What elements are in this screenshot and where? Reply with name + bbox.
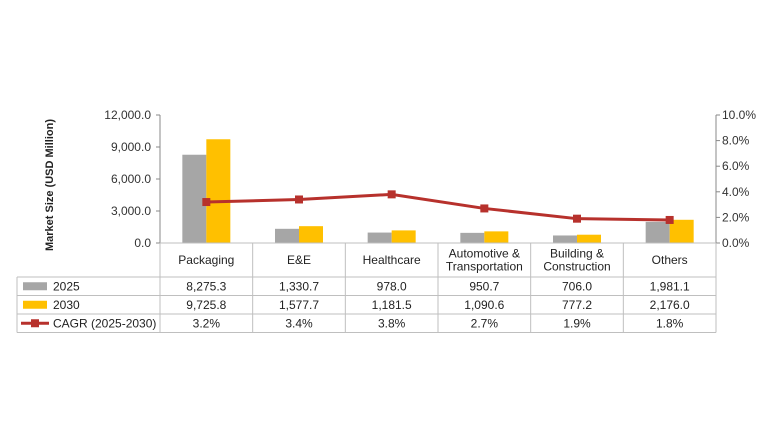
bar-2025: [275, 228, 299, 243]
data-label: 1,090.6: [464, 298, 504, 312]
data-label: 3.2%: [193, 316, 221, 330]
y2-tick-label: 10.0%: [722, 108, 756, 122]
y2-tick-label: 6.0%: [722, 159, 750, 173]
cagr-point: [665, 215, 674, 224]
legend-key-2030: [23, 300, 47, 309]
bar-2030: [669, 219, 694, 243]
y2-tick-label: 8.0%: [722, 134, 750, 148]
bar-2030: [484, 231, 509, 243]
data-label: 3.8%: [378, 316, 406, 330]
data-label: 978.0: [377, 279, 407, 293]
bar-2025: [460, 232, 485, 243]
legend-label: 2025: [53, 279, 80, 293]
data-label: 706.0: [562, 279, 592, 293]
data-label: 1.8%: [656, 316, 684, 330]
data-label: 1.9%: [563, 316, 591, 330]
cagr-point: [295, 195, 303, 204]
data-table: Packaging E&E Healthcare Automotive &Transp…: [16, 242, 717, 333]
chart-axes: 0.0 3,000.0 6,000.0 9,000.0 12,000.0 0.0% 2.0%…: [104, 108, 756, 250]
legend-label: CAGR (2025-2030): [53, 316, 156, 330]
y-tick-label: 12,000.0: [104, 108, 151, 122]
data-label: 8,275.3: [186, 279, 226, 293]
cagr-point: [387, 190, 396, 199]
y2-tick-label: 4.0%: [722, 185, 750, 199]
data-label: 777.2: [562, 298, 592, 312]
category-label: Others: [652, 253, 688, 267]
data-label: 950.7: [469, 279, 499, 293]
category-label: Building &: [550, 247, 604, 261]
y2-tick-label: 2.0%: [722, 210, 750, 224]
y-axis-label: Market Size (USD Million): [44, 119, 56, 251]
category-label: Automotive &: [449, 247, 520, 261]
data-label: 9,725.8: [186, 298, 226, 312]
y-tick-label: 3,000.0: [111, 204, 151, 218]
data-label: 1,577.7: [279, 298, 319, 312]
data-label: 1,181.5: [372, 298, 412, 312]
category-label: Transportation: [446, 260, 523, 274]
legend-key-marker: [31, 319, 39, 328]
data-label: 1,981.1: [650, 279, 690, 293]
y-tick-label: 6,000.0: [111, 172, 151, 186]
cagr-point: [480, 204, 489, 213]
category-label: Packaging: [178, 253, 234, 267]
chart-bars: [182, 139, 694, 243]
cagr-line: [202, 190, 674, 224]
data-label: 2.7%: [471, 316, 499, 330]
bar-2030: [206, 139, 231, 243]
bar-2030: [391, 230, 416, 243]
data-label: 2,176.0: [650, 298, 690, 312]
legend-label: 2030: [53, 298, 80, 312]
cagr-point: [202, 198, 211, 207]
bar-2025: [367, 232, 392, 243]
category-label: E&E: [287, 253, 311, 267]
bar-2030: [299, 226, 323, 243]
data-label: 3.4%: [285, 316, 313, 330]
bar-2030: [577, 234, 601, 243]
y-tick-label: 0.0: [134, 236, 151, 250]
bar-2025: [553, 235, 577, 243]
cagr-point: [573, 214, 581, 223]
y2-tick-label: 0.0%: [722, 236, 750, 250]
cagr-line-path: [206, 192, 670, 222]
bar-2025: [645, 221, 670, 243]
y-tick-label: 9,000.0: [111, 140, 151, 154]
data-label: 1,330.7: [279, 279, 319, 293]
legend-key-2025: [23, 282, 47, 291]
category-label: Construction: [543, 260, 610, 274]
category-label: Healthcare: [363, 253, 421, 267]
